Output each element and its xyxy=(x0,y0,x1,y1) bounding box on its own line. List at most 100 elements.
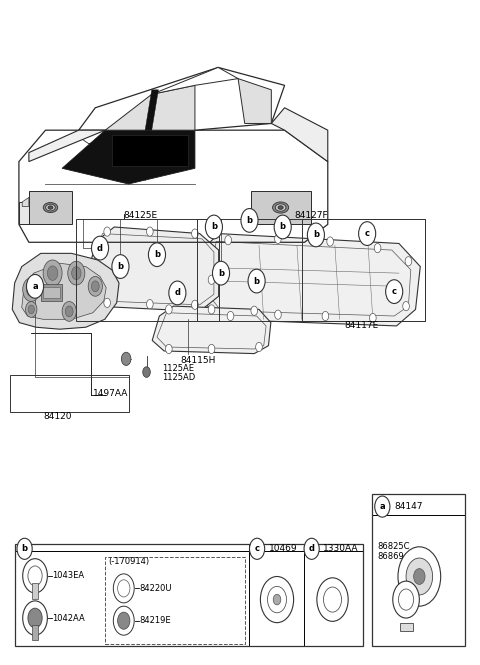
Circle shape xyxy=(192,300,198,309)
Text: 1043EA: 1043EA xyxy=(52,571,84,581)
Text: b: b xyxy=(218,269,224,278)
Circle shape xyxy=(91,281,99,292)
Circle shape xyxy=(166,305,172,314)
Bar xyxy=(372,494,466,646)
Circle shape xyxy=(143,367,150,377)
Circle shape xyxy=(327,237,334,246)
Circle shape xyxy=(208,305,215,314)
Circle shape xyxy=(393,581,420,618)
Text: 84219E: 84219E xyxy=(139,616,171,625)
Text: 1497AA: 1497AA xyxy=(93,389,128,398)
Circle shape xyxy=(113,606,134,635)
Polygon shape xyxy=(29,191,72,224)
Bar xyxy=(400,622,413,630)
Circle shape xyxy=(225,235,231,245)
Circle shape xyxy=(317,578,348,621)
Circle shape xyxy=(169,281,186,305)
Text: b: b xyxy=(313,230,319,239)
Text: d: d xyxy=(309,544,315,553)
Text: b: b xyxy=(118,262,123,271)
Circle shape xyxy=(248,269,265,293)
Bar xyxy=(76,219,219,321)
Circle shape xyxy=(17,538,32,559)
Text: 84115H: 84115H xyxy=(180,356,216,364)
Text: b: b xyxy=(211,223,217,231)
Circle shape xyxy=(72,267,81,280)
Text: c: c xyxy=(254,544,260,553)
Text: 10469: 10469 xyxy=(269,544,298,553)
Polygon shape xyxy=(22,198,29,206)
Circle shape xyxy=(374,243,381,253)
Circle shape xyxy=(256,342,262,352)
Bar xyxy=(10,375,129,412)
Polygon shape xyxy=(252,191,311,224)
Text: 84125E: 84125E xyxy=(124,211,158,219)
Polygon shape xyxy=(12,253,119,329)
Text: 1042AA: 1042AA xyxy=(52,614,84,622)
Circle shape xyxy=(304,538,319,559)
Circle shape xyxy=(250,538,264,559)
Ellipse shape xyxy=(276,204,286,211)
Circle shape xyxy=(25,301,37,317)
Polygon shape xyxy=(29,130,105,162)
Circle shape xyxy=(104,298,110,307)
Circle shape xyxy=(273,595,281,605)
Circle shape xyxy=(48,266,58,281)
Circle shape xyxy=(385,280,403,303)
Bar xyxy=(105,557,245,644)
Text: 84120: 84120 xyxy=(43,412,72,421)
Circle shape xyxy=(192,229,198,238)
Text: 1330AA: 1330AA xyxy=(323,544,359,553)
Circle shape xyxy=(227,311,234,321)
Polygon shape xyxy=(112,135,188,166)
Circle shape xyxy=(146,299,153,309)
Circle shape xyxy=(88,277,102,296)
Circle shape xyxy=(28,608,42,628)
Polygon shape xyxy=(22,263,106,319)
Text: a: a xyxy=(380,502,385,511)
Text: c: c xyxy=(365,229,370,238)
Bar xyxy=(43,287,60,298)
Circle shape xyxy=(92,236,108,260)
Ellipse shape xyxy=(273,202,288,213)
Circle shape xyxy=(208,275,215,285)
Polygon shape xyxy=(200,233,420,326)
Circle shape xyxy=(405,257,412,266)
Circle shape xyxy=(375,496,390,517)
Bar xyxy=(32,583,38,599)
Text: d: d xyxy=(174,289,180,297)
Text: b: b xyxy=(247,216,252,225)
Circle shape xyxy=(275,310,281,319)
Circle shape xyxy=(205,215,222,239)
Circle shape xyxy=(28,305,35,314)
Text: 84220U: 84220U xyxy=(139,584,172,593)
Bar xyxy=(14,543,363,646)
Circle shape xyxy=(23,601,48,635)
Circle shape xyxy=(148,243,166,267)
Text: 86869: 86869 xyxy=(378,552,404,561)
Circle shape xyxy=(146,227,153,236)
Text: c: c xyxy=(392,287,396,296)
Circle shape xyxy=(403,301,409,311)
Circle shape xyxy=(112,255,129,279)
Circle shape xyxy=(359,221,376,245)
Polygon shape xyxy=(152,306,271,354)
Polygon shape xyxy=(145,90,158,130)
Circle shape xyxy=(23,559,48,593)
Polygon shape xyxy=(271,108,328,162)
Circle shape xyxy=(370,313,376,323)
Text: 1125AD: 1125AD xyxy=(162,373,195,382)
Circle shape xyxy=(213,261,229,285)
Text: 84127F: 84127F xyxy=(295,211,328,219)
Text: (-170914): (-170914) xyxy=(108,557,149,567)
Circle shape xyxy=(104,227,110,236)
Circle shape xyxy=(307,223,324,247)
Circle shape xyxy=(414,569,425,585)
Polygon shape xyxy=(19,202,29,224)
Circle shape xyxy=(118,612,130,629)
Bar xyxy=(32,624,38,640)
Bar xyxy=(197,219,425,321)
Circle shape xyxy=(113,574,134,603)
Ellipse shape xyxy=(278,205,283,209)
Ellipse shape xyxy=(46,204,55,211)
